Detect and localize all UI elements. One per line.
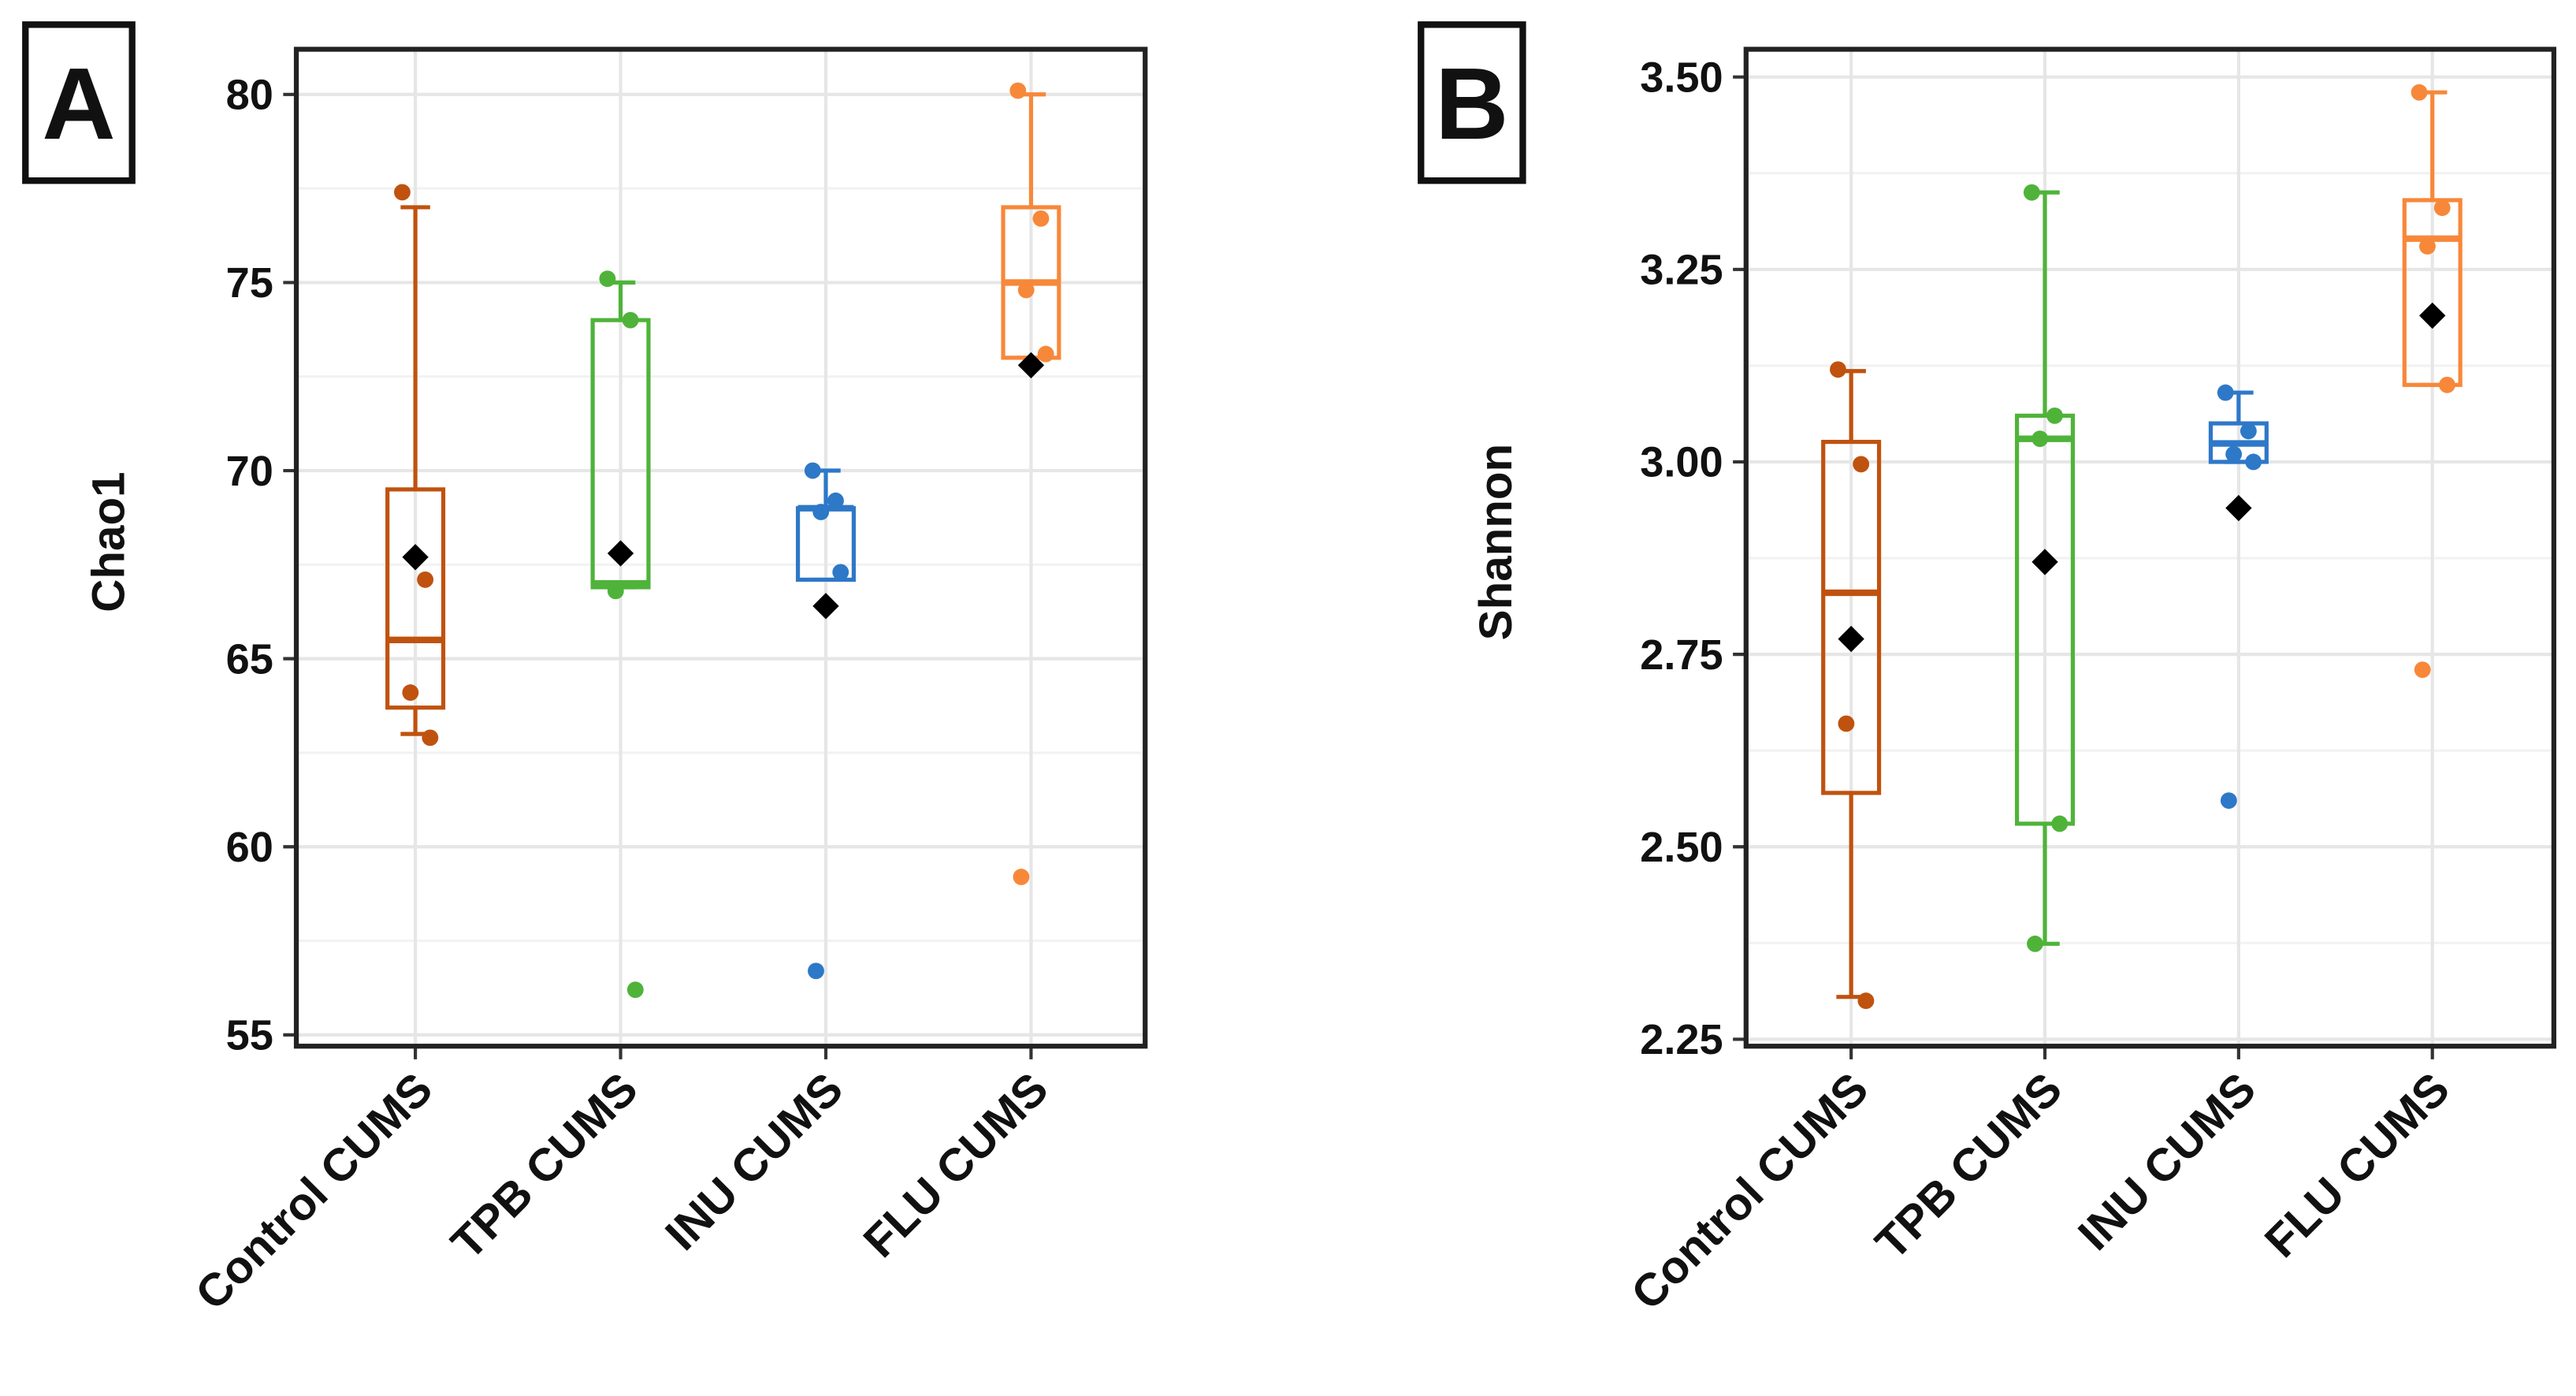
point <box>402 684 419 702</box>
y-tick-label: 70 <box>226 448 273 495</box>
box <box>385 487 446 710</box>
point <box>2433 199 2451 217</box>
y-tick-label: 60 <box>226 824 273 871</box>
mean-marker <box>607 540 634 567</box>
panel-label-box <box>1418 21 1526 184</box>
point <box>1013 869 1030 885</box>
point <box>1830 361 1846 378</box>
point <box>2419 238 2436 255</box>
point <box>2225 445 2243 463</box>
point <box>2217 384 2234 401</box>
point <box>626 981 644 999</box>
point <box>417 571 434 588</box>
point <box>808 962 824 980</box>
y-tick-label: 2.25 <box>1640 1016 1723 1063</box>
point <box>1032 210 1050 227</box>
point <box>599 270 616 288</box>
mean-marker <box>402 544 429 571</box>
mean-marker <box>1838 625 1864 653</box>
point <box>2220 792 2237 810</box>
point <box>2027 935 2043 952</box>
x-tick-label: Control CUMS <box>186 1063 442 1320</box>
y-axis-label: Shannon <box>1470 444 1522 641</box>
x-tick-label: INU CUMS <box>2069 1063 2266 1260</box>
point <box>607 583 624 600</box>
x-tick-label: Control CUMS <box>1622 1063 1878 1320</box>
y-tick-label: 3.00 <box>1640 439 1723 486</box>
x-tick-label: INU CUMS <box>656 1063 853 1260</box>
mean-marker <box>812 593 839 620</box>
y-axis-label: Chao1 <box>83 471 134 612</box>
y-tick-label: 2.50 <box>1640 824 1723 871</box>
point <box>2051 815 2069 832</box>
y-tick-label: 65 <box>226 635 273 683</box>
point <box>394 184 411 201</box>
point <box>1009 82 1027 99</box>
y-tick-label: 55 <box>226 1012 273 1059</box>
point <box>827 492 844 509</box>
point <box>2411 84 2428 101</box>
point <box>1017 281 1035 299</box>
point <box>832 564 849 581</box>
box <box>2402 198 2463 387</box>
mean-marker <box>2419 302 2446 329</box>
x-tick-label: TPB CUMS <box>441 1063 647 1269</box>
panel-label: B <box>1435 47 1508 161</box>
point <box>2414 661 2431 679</box>
point <box>2240 423 2257 440</box>
plot-frame <box>1743 47 2557 1049</box>
point <box>2245 453 2262 471</box>
x-tick-label: FLU CUMS <box>2255 1063 2459 1268</box>
point <box>2023 184 2040 201</box>
point <box>1838 715 1855 732</box>
y-tick-label: 75 <box>226 259 273 307</box>
x-tick-label: TPB CUMS <box>1866 1063 2072 1269</box>
point <box>804 462 821 479</box>
y-tick-label: 3.25 <box>1640 247 1723 294</box>
panel-label-box <box>22 21 136 184</box>
mean-marker <box>2225 494 2252 522</box>
point <box>1037 345 1054 363</box>
y-tick-label: 2.75 <box>1640 631 1723 679</box>
panel-label: A <box>42 47 115 161</box>
point <box>622 311 639 329</box>
point <box>2031 430 2049 448</box>
point <box>1857 992 1875 1010</box>
point <box>1853 456 1870 473</box>
point <box>812 504 830 520</box>
mean-marker <box>2031 549 2058 575</box>
point <box>2046 407 2063 424</box>
x-tick-label: FLU CUMS <box>854 1063 1058 1268</box>
y-tick-label: 80 <box>226 72 273 119</box>
point <box>2439 376 2455 393</box>
box <box>1821 439 1882 795</box>
y-tick-label: 3.50 <box>1640 54 1723 101</box>
point <box>422 729 439 746</box>
box <box>2014 413 2076 826</box>
plot-frame <box>293 47 1148 1049</box>
